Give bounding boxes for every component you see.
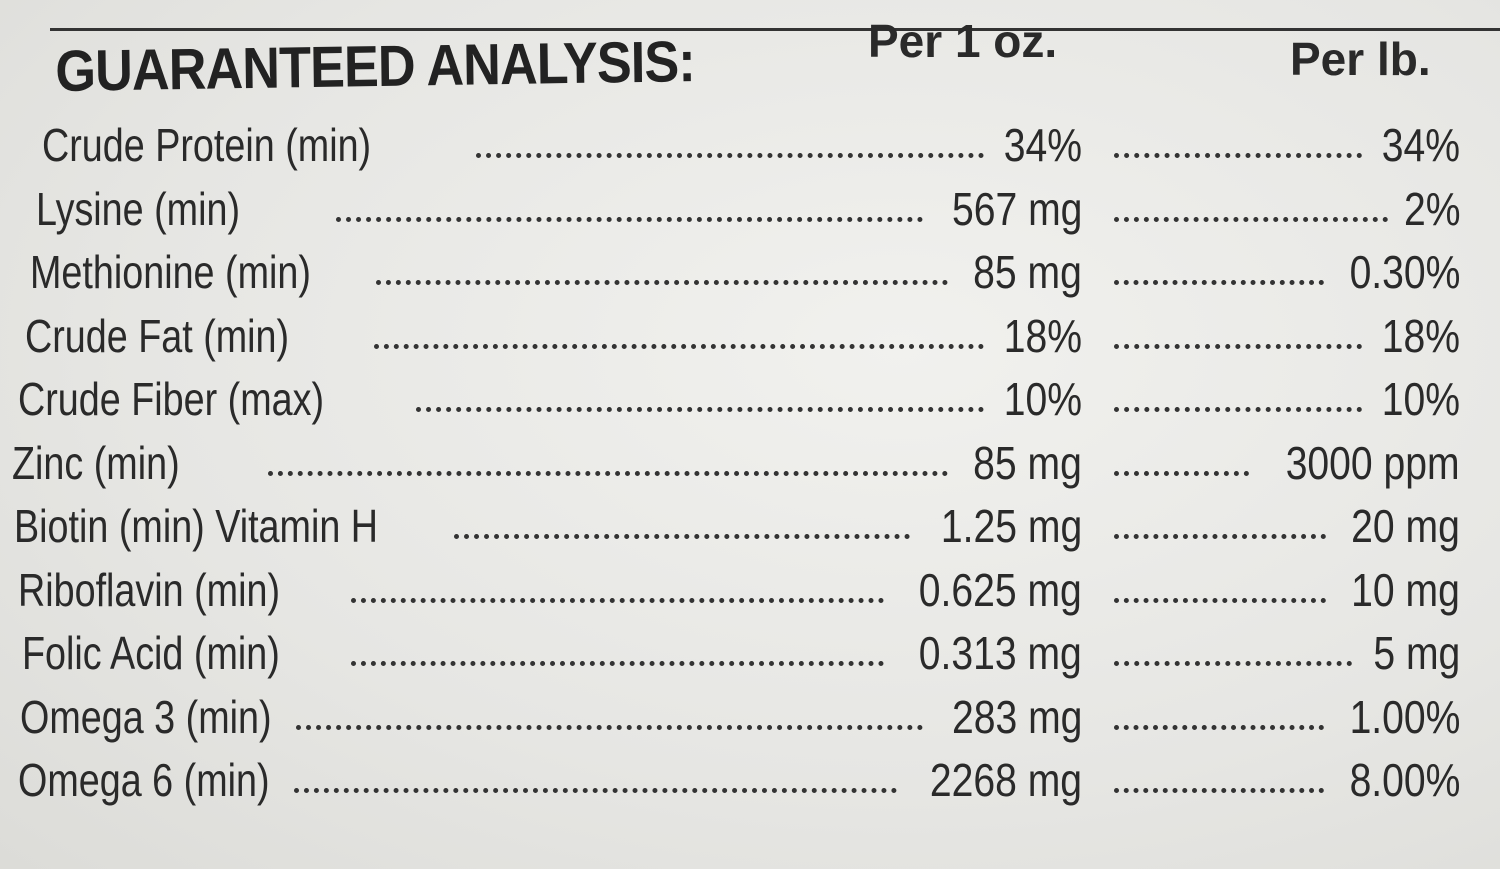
nutrient-label: Zinc (min) — [12, 436, 180, 489]
per-oz-cell: 18% — [368, 313, 1082, 359]
top-rule — [50, 28, 1500, 31]
per-oz-cell: 0.313 mg — [345, 630, 1082, 676]
per-oz-value: 85 mg — [973, 246, 1082, 298]
nutrient-label: Crude Protein (min) — [42, 119, 372, 171]
dot-leader — [1114, 280, 1324, 285]
per-oz-value: 0.313 mg — [918, 627, 1082, 679]
dot-leader — [374, 343, 984, 349]
dot-leader — [296, 724, 923, 730]
per-oz-cell: 567 mg — [330, 186, 1082, 232]
per-lb-value: 10% — [1381, 373, 1460, 425]
per-lb-cell: 1.00% — [1108, 694, 1460, 740]
dot-leader — [351, 661, 885, 666]
nutrient-label: Folic Acid (min) — [22, 627, 280, 679]
dot-leader — [1114, 788, 1324, 793]
dot-leader — [1114, 407, 1362, 412]
dot-leader — [351, 597, 885, 603]
per-lb-value: 5 mg — [1373, 627, 1460, 679]
dot-leader — [1114, 534, 1327, 539]
per-lb-cell: 5 mg — [1108, 630, 1460, 676]
per-lb-value: 8.00% — [1349, 754, 1460, 806]
per-lb-cell: 10 mg — [1108, 567, 1460, 613]
section-title: GUARANTEED ANALYSIS: — [55, 29, 696, 104]
per-oz-value: 283 mg — [951, 690, 1082, 743]
analysis-row: Crude Fat (min) 18% 18% — [0, 299, 1500, 359]
dot-leader — [376, 280, 949, 285]
dot-leader — [1114, 470, 1250, 476]
per-oz-cell: 283 mg — [290, 694, 1082, 740]
dot-leader — [1114, 153, 1362, 158]
per-lb-value: 1.00% — [1349, 690, 1460, 743]
per-lb-cell: 20 mg — [1108, 503, 1460, 549]
per-oz-cell: 1.25 mg — [448, 503, 1082, 549]
analysis-row: Crude Protein (min) 34% 34% — [0, 108, 1500, 168]
per-lb-value: 2% — [1403, 182, 1460, 235]
per-oz-value: 2268 mg — [929, 754, 1082, 806]
per-lb-value: 20 mg — [1351, 500, 1460, 552]
per-lb-value: 18% — [1381, 309, 1460, 362]
analysis-row: Folic Acid (min) 0.313 mg 5 mg — [0, 616, 1500, 676]
per-oz-cell: 85 mg — [370, 249, 1082, 295]
dot-leader — [476, 153, 984, 158]
per-oz-cell: 34% — [470, 122, 1082, 168]
dot-leader — [1114, 343, 1362, 349]
per-oz-cell: 85 mg — [262, 440, 1082, 486]
per-oz-cell: 10% — [410, 376, 1082, 422]
per-lb-value: 3000 ppm — [1286, 436, 1460, 489]
per-lb-cell: 0.30% — [1108, 249, 1460, 295]
nutrient-label: Lysine (min) — [36, 182, 241, 235]
per-lb-cell: 3000 ppm — [1108, 440, 1460, 486]
analysis-row: Zinc (min) 85 mg 3000 ppm — [0, 426, 1500, 486]
dot-leader — [1114, 724, 1324, 730]
column-header-per-oz: Per 1 oz. — [868, 15, 1058, 67]
nutrient-label: Omega 6 (min) — [18, 754, 270, 806]
dot-leader — [1114, 597, 1327, 603]
per-oz-value: 1.25 mg — [940, 500, 1082, 552]
analysis-row: Biotin (min) Vitamin H 1.25 mg 20 mg — [0, 489, 1500, 549]
per-oz-cell: 0.625 mg — [345, 567, 1082, 613]
per-lb-value: 0.30% — [1349, 246, 1460, 298]
dot-leader — [1114, 661, 1352, 666]
per-lb-cell: 2% — [1108, 186, 1460, 232]
dot-leader — [294, 788, 897, 793]
dot-leader — [1114, 216, 1388, 222]
per-lb-cell: 8.00% — [1108, 757, 1460, 803]
analysis-row: Methionine (min) 85 mg 0.30% — [0, 235, 1500, 295]
analysis-row: Omega 6 (min) 2268 mg 8.00% — [0, 743, 1500, 803]
nutrient-label: Riboflavin (min) — [18, 563, 281, 616]
nutrient-label: Methionine (min) — [30, 246, 311, 298]
per-oz-value: 18% — [1003, 309, 1082, 362]
per-oz-value: 34% — [1003, 119, 1082, 171]
dot-leader — [416, 407, 984, 412]
per-oz-value: 0.625 mg — [918, 563, 1082, 616]
per-oz-cell: 2268 mg — [288, 757, 1082, 803]
per-oz-value: 85 mg — [973, 436, 1082, 489]
nutrient-label: Biotin (min) Vitamin H — [14, 500, 379, 552]
per-lb-value: 34% — [1381, 119, 1460, 171]
nutrient-label: Crude Fat (min) — [25, 309, 290, 362]
per-lb-cell: 18% — [1108, 313, 1460, 359]
per-lb-cell: 34% — [1108, 122, 1460, 168]
per-oz-value: 567 mg — [951, 182, 1082, 235]
column-header-per-lb: Per lb. — [1290, 33, 1431, 85]
dot-leader — [336, 216, 923, 222]
dot-leader — [454, 534, 910, 539]
nutrient-label: Omega 3 (min) — [20, 690, 272, 743]
nutrient-label: Crude Fiber (max) — [18, 373, 325, 425]
per-lb-value: 10 mg — [1351, 563, 1460, 616]
analysis-row: Lysine (min) 567 mg 2% — [0, 172, 1500, 232]
analysis-row: Riboflavin (min) 0.625 mg 10 mg — [0, 553, 1500, 613]
dot-leader — [268, 470, 949, 476]
analysis-row: Crude Fiber (max) 10% 10% — [0, 362, 1500, 422]
analysis-row: Omega 3 (min) 283 mg 1.00% — [0, 680, 1500, 740]
per-oz-value: 10% — [1003, 373, 1082, 425]
per-lb-cell: 10% — [1108, 376, 1460, 422]
